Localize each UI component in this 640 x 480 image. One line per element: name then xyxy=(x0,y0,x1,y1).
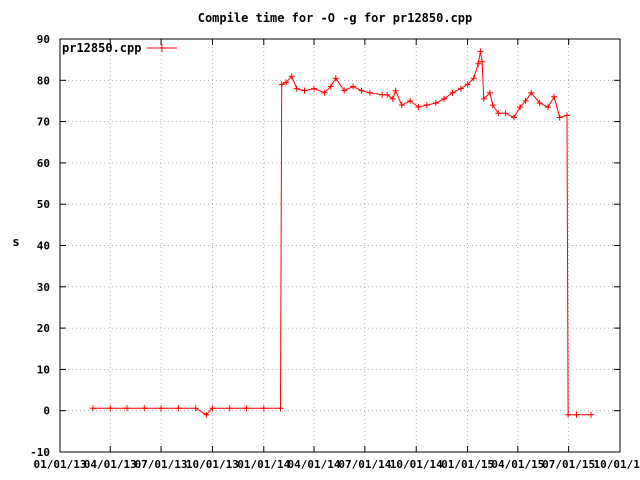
data-point-marker xyxy=(277,405,284,412)
data-point-marker xyxy=(301,87,308,94)
data-point-marker xyxy=(311,85,317,92)
series-layer xyxy=(89,48,594,418)
data-point-marker xyxy=(278,81,285,88)
data-point-marker xyxy=(243,405,250,412)
data-point-marker xyxy=(479,58,486,65)
y-tick-label: 30 xyxy=(37,281,50,294)
data-point-marker xyxy=(480,95,487,102)
data-point-marker xyxy=(158,405,165,412)
data-point-marker xyxy=(175,405,182,412)
data-point-marker xyxy=(551,93,558,100)
data-point-marker xyxy=(517,104,524,111)
data-point-marker xyxy=(288,73,295,80)
chart-title: Compile time for -O -g for pr12850.cpp xyxy=(198,11,473,25)
y-tick-label: 0 xyxy=(43,405,50,418)
x-tick-label: 07/01/13 xyxy=(135,458,188,471)
data-point-marker xyxy=(432,100,439,106)
data-point-marker xyxy=(528,89,535,96)
data-point-marker xyxy=(398,102,405,109)
data-point-marker xyxy=(564,112,570,119)
legend-marker-swatch xyxy=(158,44,166,52)
data-point-marker xyxy=(407,97,414,104)
data-point-marker xyxy=(522,97,529,104)
data-point-marker xyxy=(366,89,373,96)
data-point-marker xyxy=(502,110,509,117)
data-point-marker xyxy=(477,48,484,55)
x-tick-label: 04/01/15 xyxy=(491,458,544,471)
data-point-marker xyxy=(384,91,391,98)
y-tick-label: 70 xyxy=(37,116,50,129)
data-point-marker xyxy=(573,411,580,418)
data-point-marker xyxy=(332,75,339,82)
data-point-marker xyxy=(358,87,365,94)
y-tick-label: 80 xyxy=(37,74,50,87)
y-axis-label: s xyxy=(12,235,19,249)
data-point-marker xyxy=(565,411,572,418)
data-point-marker xyxy=(283,79,290,86)
x-tick-label: 01/01/14 xyxy=(237,458,290,471)
data-point-marker xyxy=(141,405,148,412)
data-point-marker xyxy=(203,411,210,418)
data-point-marker xyxy=(327,83,334,90)
x-tick-label: 04/01/14 xyxy=(288,458,341,471)
data-point-marker xyxy=(475,60,482,67)
y-tick-label: 20 xyxy=(37,322,50,335)
data-point-marker xyxy=(510,114,517,121)
data-point-marker xyxy=(556,114,563,121)
data-point-marker xyxy=(321,89,328,96)
x-tick-label: 10/01/15 xyxy=(594,458,640,471)
x-tick-label: 07/01/14 xyxy=(338,458,391,471)
data-point-marker xyxy=(457,85,464,92)
data-point-marker xyxy=(389,95,396,102)
legend-label: pr12850.cpp xyxy=(62,41,141,55)
x-tick-label: 10/01/14 xyxy=(390,458,443,471)
data-point-marker xyxy=(545,104,551,111)
series-line xyxy=(92,51,591,416)
data-point-marker xyxy=(107,405,114,412)
data-point-marker xyxy=(341,87,348,94)
data-point-marker xyxy=(415,104,422,111)
data-point-marker xyxy=(260,405,267,412)
x-tick-label: 07/01/15 xyxy=(542,458,595,471)
data-point-marker xyxy=(489,102,496,109)
y-tick-label: 40 xyxy=(37,240,50,253)
y-tick-label: -10 xyxy=(30,446,50,459)
data-point-marker xyxy=(293,85,300,92)
data-point-marker xyxy=(536,100,543,106)
x-tick-label: 04/01/13 xyxy=(84,458,137,471)
y-tick-label: 10 xyxy=(37,363,50,376)
data-point-marker xyxy=(392,87,399,94)
plot-frame xyxy=(59,38,621,453)
data-point-marker xyxy=(495,110,502,117)
data-point-marker xyxy=(89,405,96,412)
data-point-marker xyxy=(350,83,357,90)
x-tick-label: 10/01/13 xyxy=(186,458,239,471)
data-point-marker xyxy=(588,411,594,418)
data-point-marker xyxy=(124,405,130,412)
x-tick-label: 01/01/13 xyxy=(34,458,87,471)
grid-lines xyxy=(59,38,621,453)
data-point-marker xyxy=(486,89,493,96)
axis-ticks: -10010203040506070809001/01/1304/01/1307… xyxy=(30,33,640,471)
data-point-marker xyxy=(441,95,448,102)
y-tick-label: 90 xyxy=(37,33,50,46)
data-point-marker xyxy=(209,405,216,412)
data-point-marker xyxy=(464,81,471,88)
data-point-marker xyxy=(470,75,477,82)
y-tick-label: 60 xyxy=(37,157,50,170)
data-point-marker xyxy=(449,89,456,96)
data-point-marker xyxy=(423,102,430,109)
legend: pr12850.cpp xyxy=(62,41,177,55)
data-point-marker xyxy=(192,405,199,412)
x-tick-label: 01/01/15 xyxy=(441,458,494,471)
y-tick-label: 50 xyxy=(37,198,50,211)
data-point-marker xyxy=(226,405,233,412)
